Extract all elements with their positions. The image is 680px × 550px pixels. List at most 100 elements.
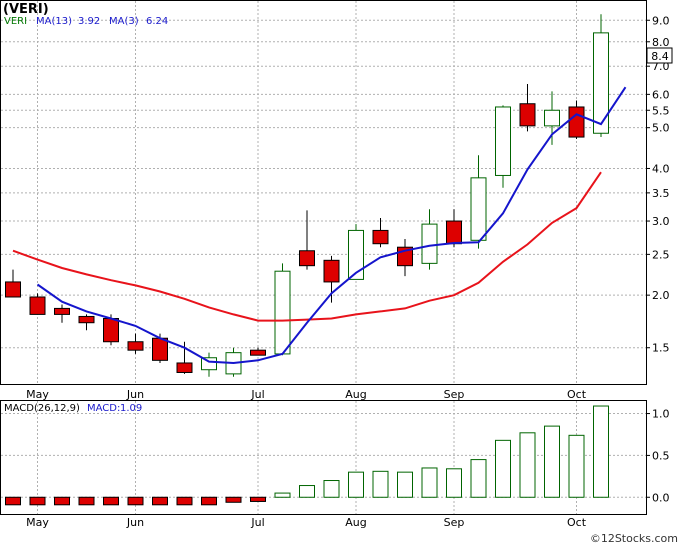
candle-body-down [250, 349, 266, 356]
legend-ma13-label: MA(13) [36, 16, 72, 27]
macd-bar [421, 467, 438, 498]
macd-bar [274, 492, 291, 498]
candle-body-down [5, 281, 21, 298]
candle [470, 155, 487, 249]
macd-y-axis: 1.0 0.5 0.0 [646, 408, 670, 504]
price-tick-label: 4.0 [652, 162, 670, 175]
price-tick-label: 3.5 [652, 187, 670, 200]
candle [299, 210, 315, 270]
month-label: Jun [126, 516, 144, 529]
macd-legend-macd-label: MACD: [87, 403, 120, 414]
month-label: Oct [567, 388, 587, 401]
price-tick-label: 8.0 [652, 36, 670, 49]
candlestick-series [5, 14, 609, 377]
candle [421, 209, 438, 270]
ma3-line [36, 86, 627, 365]
price-legend: VERI MA(13) 3.92 MA(3) 6.24 [4, 16, 168, 27]
macd-bar [103, 496, 119, 506]
price-tick-label: 2.0 [652, 289, 670, 302]
candle [78, 314, 95, 331]
ma13-line [12, 171, 602, 322]
candle [274, 263, 291, 356]
macd-bar [323, 480, 340, 498]
candle [127, 333, 144, 354]
macd-bar [299, 485, 315, 498]
candle-body-down [323, 259, 340, 283]
macd-bar [348, 471, 364, 498]
candle-body-down [519, 103, 536, 127]
price-x-axis: May Jun Jul Aug Sep Oct [26, 388, 587, 401]
candle [250, 347, 266, 356]
price-y-axis: 9.08.07.06.05.55.04.03.53.02.52.01.5 [646, 14, 670, 355]
price-tick-label: 6.0 [652, 88, 670, 101]
price-grid [1, 1, 646, 384]
candle [5, 269, 21, 298]
candle [54, 304, 70, 323]
candle-body-down [152, 337, 168, 361]
macd-bar [372, 470, 389, 498]
month-label: Jun [126, 388, 144, 401]
candle-body-up [544, 109, 560, 127]
macd-legend-label: MACD(26,12,9) [4, 403, 80, 414]
macd-bar [568, 434, 585, 498]
candle-body-down [54, 307, 70, 315]
legend-ticker: VERI [4, 16, 27, 27]
candle-body-down [299, 250, 315, 267]
month-label: May [26, 516, 49, 529]
legend-ma3-label: MA(3) [109, 16, 139, 27]
candle [519, 83, 536, 132]
legend-ma3-value: 6.24 [146, 16, 168, 27]
candle-body-up [421, 223, 438, 264]
macd-bar [446, 468, 462, 498]
macd-bar [54, 496, 70, 506]
macd-bar [127, 496, 144, 506]
ticker-title: (VERI) [3, 2, 49, 17]
candle-body-down [103, 318, 119, 343]
candle [593, 14, 609, 138]
candle [495, 105, 511, 188]
legend-ma13-value: 3.92 [78, 16, 100, 27]
last-price-tag: 8.4 [646, 47, 673, 64]
candle [568, 100, 585, 139]
macd-x-axis: May Jun Jul Aug Sep Oct [26, 516, 587, 529]
candle-body-down [446, 220, 462, 245]
candle-body-down [29, 296, 46, 315]
macd-bar [5, 496, 21, 506]
price-tick-label: 9.0 [652, 14, 670, 27]
price-tick-label: 2.5 [652, 248, 670, 261]
month-label: May [26, 388, 49, 401]
macd-bar [225, 496, 242, 503]
macd-bar-series [5, 405, 609, 506]
month-label: Jul [250, 516, 264, 529]
macd-bar [250, 496, 266, 502]
month-label: Aug [345, 516, 366, 529]
macd-bar [397, 471, 413, 498]
candle-body-down [568, 106, 585, 138]
candle-body-down [127, 341, 144, 351]
candle [544, 91, 560, 145]
macd-bar [78, 496, 95, 506]
macd-bar [544, 425, 560, 498]
candle-body-down [78, 315, 95, 324]
month-label: Jul [250, 388, 264, 401]
price-tick-label: 5.5 [652, 104, 670, 117]
macd-bar [152, 496, 168, 506]
candle-body-up [201, 357, 217, 371]
candle-body-up [495, 106, 511, 176]
macd-bar [201, 496, 217, 506]
candle [348, 224, 364, 280]
candle-body-down [372, 229, 389, 245]
candle-body-up [470, 177, 487, 241]
price-tick-label: 5.0 [652, 122, 670, 135]
month-label: Sep [444, 516, 465, 529]
macd-legend: MACD(26,12,9) MACD: 1.09 [4, 403, 142, 414]
watermark-logo: ©12Stocks.com [590, 532, 678, 545]
candle [201, 352, 217, 377]
month-label: Oct [567, 516, 587, 529]
candle [29, 293, 46, 315]
macd-tick-label: 1.0 [652, 408, 670, 421]
month-label: Sep [444, 388, 465, 401]
candle-body-up [274, 270, 291, 355]
